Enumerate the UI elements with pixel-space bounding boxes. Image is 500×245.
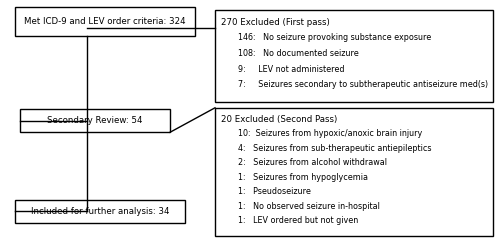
Text: 9:     LEV not administered: 9: LEV not administered <box>238 64 344 74</box>
Text: 1:   Pseudoseizure: 1: Pseudoseizure <box>238 187 310 196</box>
Text: 108:   No documented seizure: 108: No documented seizure <box>238 49 358 58</box>
Bar <box>15 200 185 223</box>
Bar <box>215 108 492 236</box>
Bar <box>20 109 170 132</box>
Bar <box>15 7 195 36</box>
Text: 20 Excluded (Second Pass): 20 Excluded (Second Pass) <box>221 115 337 124</box>
Text: Included for further analysis: 34: Included for further analysis: 34 <box>31 207 169 216</box>
Text: 7:     Seizures secondary to subtherapeutic antiseizure med(s): 7: Seizures secondary to subtherapeutic … <box>238 80 488 89</box>
Text: 4:   Seizures from sub-therapeutic antiepileptics: 4: Seizures from sub-therapeutic antiepi… <box>238 144 431 153</box>
Text: 10:  Seizures from hypoxic/anoxic brain injury: 10: Seizures from hypoxic/anoxic brain i… <box>238 129 422 138</box>
Text: Secondary Review: 54: Secondary Review: 54 <box>47 116 143 125</box>
Text: 270 Excluded (First pass): 270 Excluded (First pass) <box>221 18 330 27</box>
Text: 2:   Seizures from alcohol withdrawal: 2: Seizures from alcohol withdrawal <box>238 158 386 167</box>
Text: 1:   Seizures from hypoglycemia: 1: Seizures from hypoglycemia <box>238 173 368 182</box>
Text: 1:   LEV ordered but not given: 1: LEV ordered but not given <box>238 216 358 225</box>
Text: Met ICD-9 and LEV order criteria: 324: Met ICD-9 and LEV order criteria: 324 <box>24 17 186 26</box>
Bar <box>215 10 492 102</box>
Text: 1:   No observed seizure in-hospital: 1: No observed seizure in-hospital <box>238 202 380 210</box>
Text: 146:   No seizure provoking substance exposure: 146: No seizure provoking substance expo… <box>238 33 431 42</box>
